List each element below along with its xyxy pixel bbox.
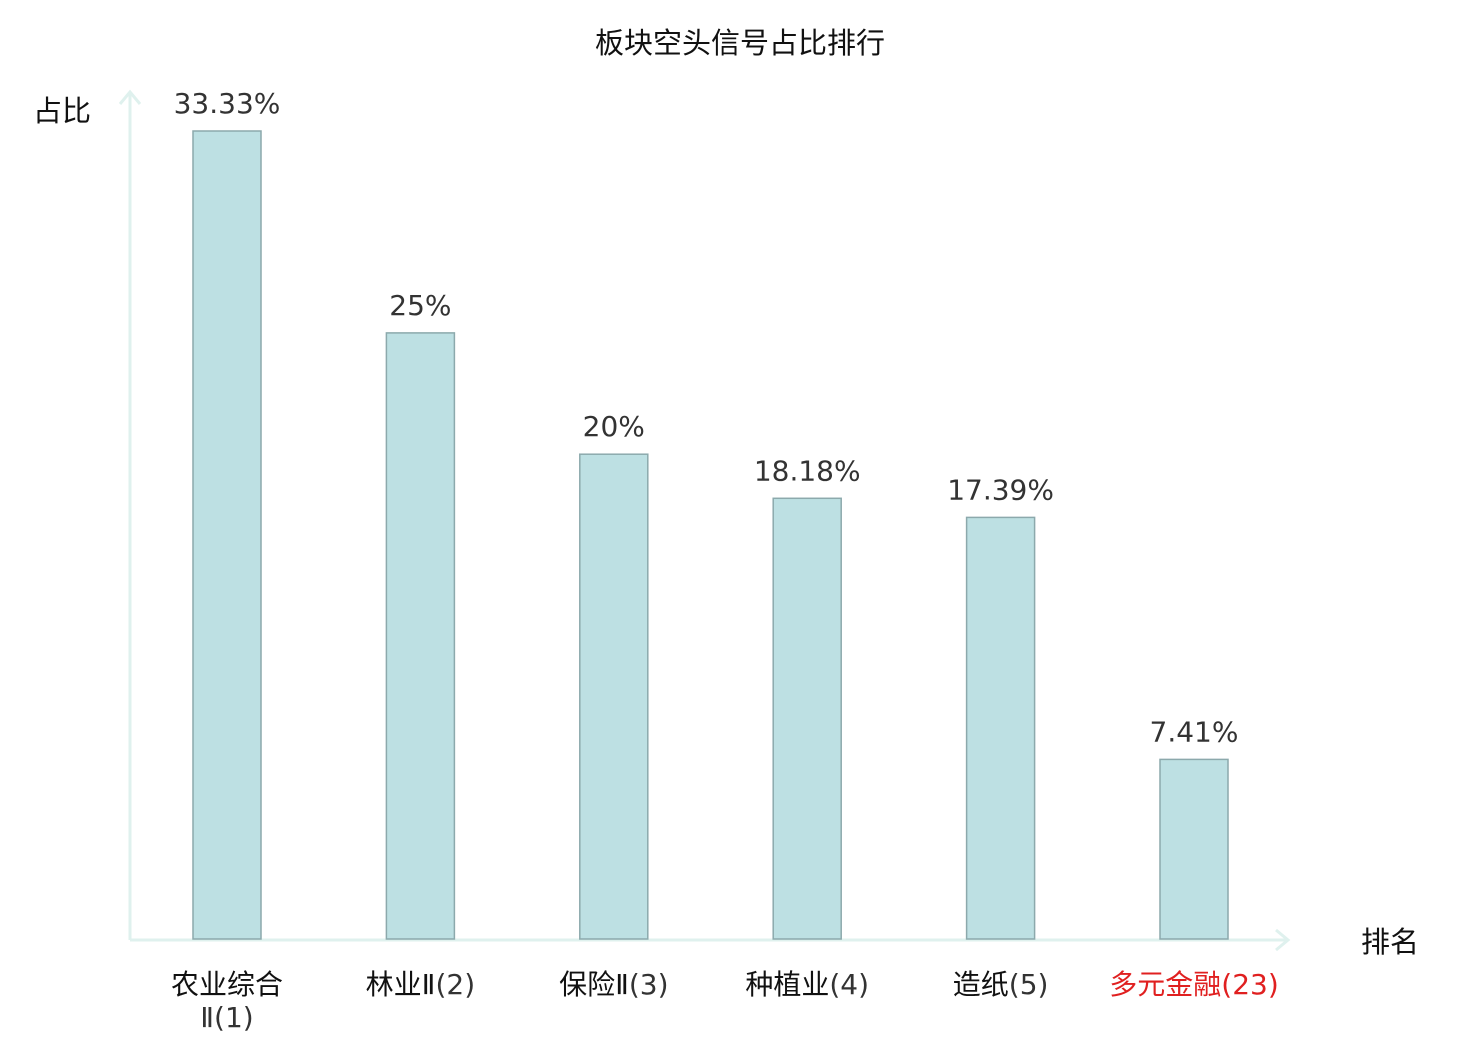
x-tick-label-rank: (23) xyxy=(1221,968,1278,1001)
x-tick-label: 多元金融(23) xyxy=(1109,968,1279,1001)
bar-series xyxy=(192,130,1229,940)
bar xyxy=(965,516,1036,940)
value-labels: 33.33% 25% 20% 18.18% 17.39% 7.41% xyxy=(174,87,1239,748)
x-tick-label: 保险Ⅱ(3) xyxy=(559,968,668,1001)
y-axis-label: 占比 xyxy=(33,94,91,128)
x-tick-label-rank: (2) xyxy=(435,968,475,1001)
bar-value-label: 7.41% xyxy=(1150,715,1239,748)
x-tick-label-name: 造纸 xyxy=(953,968,1009,1001)
x-axis: 排名 xyxy=(130,925,1419,959)
bar-value-label: 18.18% xyxy=(754,454,861,487)
bar xyxy=(192,130,262,940)
x-tick-label: 造纸(5) xyxy=(953,968,1049,1001)
bar xyxy=(772,497,842,940)
x-tick-label-name: 林业Ⅱ xyxy=(366,968,436,1001)
y-axis-arrow-icon xyxy=(118,89,142,105)
x-tick-label: 种植业(4) xyxy=(745,968,869,1001)
x-tick-label: 林业Ⅱ(2) xyxy=(366,968,475,1001)
x-axis-arrow-icon xyxy=(1275,928,1291,952)
y-axis: 占比 xyxy=(33,89,142,940)
x-tick-label-name: 种植业 xyxy=(745,968,829,1001)
x-tick-label-rank: (5) xyxy=(1009,968,1049,1001)
bar xyxy=(1159,758,1229,940)
x-tick-label-name: 多元金融 xyxy=(1109,968,1221,1001)
bar-value-label: 33.33% xyxy=(174,87,281,120)
bar-value-label: 20% xyxy=(583,410,645,443)
x-tick-label: 农业综合 Ⅱ(1) xyxy=(171,968,283,1034)
category-labels: 农业综合 Ⅱ(1) 林业Ⅱ(2) 保险Ⅱ(3) 种植业(4) 造纸(5) 多元金融(23) xyxy=(171,968,1279,1034)
x-tick-label-name: 保险Ⅱ xyxy=(559,968,629,1001)
bar-value-label: 17.39% xyxy=(947,473,1054,506)
bar xyxy=(385,332,456,940)
x-tick-label-rank: (4) xyxy=(829,968,869,1001)
bar xyxy=(579,453,649,940)
x-tick-label-rank: (3) xyxy=(629,968,669,1001)
x-axis-label: 排名 xyxy=(1361,925,1419,959)
x-tick-label-name: 农业综合 xyxy=(171,968,283,1001)
x-tick-label-rank: Ⅱ(1) xyxy=(200,1001,253,1034)
bar-value-label: 25% xyxy=(389,289,451,322)
chart-title: 板块空头信号占比排行 xyxy=(595,26,885,60)
